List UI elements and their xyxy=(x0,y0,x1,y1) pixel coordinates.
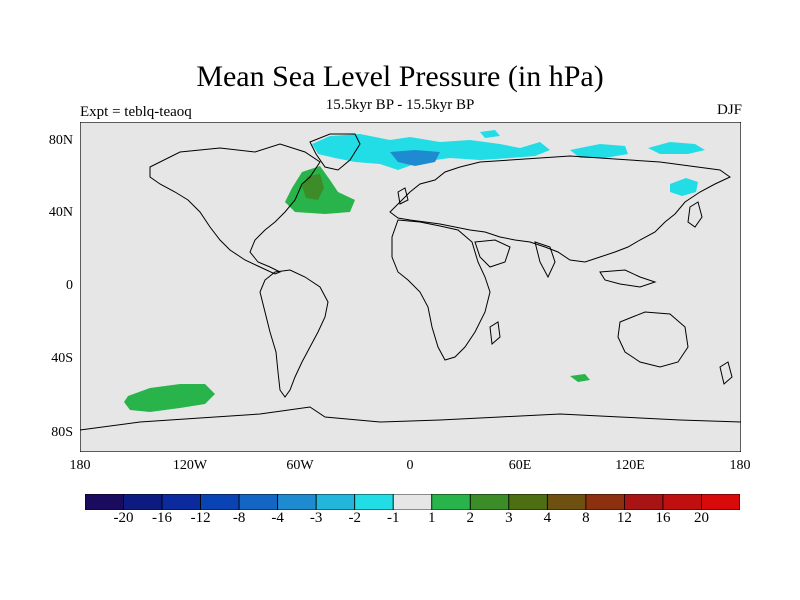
season-label: DJF xyxy=(716,102,742,118)
xtick-180w: 180 xyxy=(69,458,91,473)
xtick-0: 0 xyxy=(406,458,414,473)
anomaly-patches xyxy=(124,130,705,412)
anomaly-south-pacific xyxy=(124,384,215,412)
colorbar-label: 1 xyxy=(428,510,436,526)
colorbar-label: 8 xyxy=(582,510,590,526)
ytick-80s: 80S xyxy=(51,425,73,440)
anomaly-north-atlantic-strong xyxy=(302,174,324,200)
anomaly-barents xyxy=(390,150,440,166)
xtick-120w: 120W xyxy=(172,458,208,473)
colorbar-box xyxy=(85,494,124,510)
colorbar-box xyxy=(123,494,163,510)
ytick-80n: 80N xyxy=(48,133,73,148)
colorbar xyxy=(85,494,740,510)
colorbar-box xyxy=(701,494,740,510)
colorbar-label: 16 xyxy=(655,510,671,526)
colorbar-box xyxy=(469,494,510,510)
chart-title: Mean Sea Level Pressure (in hPa) xyxy=(196,60,604,93)
ytick-40n: 40N xyxy=(48,205,73,220)
colorbar-box xyxy=(277,494,317,510)
colorbar-label: -16 xyxy=(152,510,173,526)
colorbar-label: -1 xyxy=(386,510,400,526)
ytick-40s: 40S xyxy=(51,351,73,366)
colorbar-box xyxy=(624,494,664,510)
experiment-label: Expt = teblq-teaoq xyxy=(80,104,192,120)
colorbar-label: -3 xyxy=(309,510,323,526)
colorbar-box xyxy=(161,494,201,510)
colorbar-label: -4 xyxy=(271,510,284,526)
xtick-60w: 60W xyxy=(286,458,314,473)
colorbar-box xyxy=(354,494,394,510)
colorbar-label: -12 xyxy=(190,510,211,526)
anomaly-southern-indian xyxy=(570,374,590,382)
xtick-180e: 180 xyxy=(729,458,751,473)
xtick-120e: 120E xyxy=(615,458,645,473)
colorbar-label: 2 xyxy=(466,510,475,526)
anomaly-arctic-east xyxy=(570,144,628,158)
period-label: 15.5kyr BP - 15.5kyr BP xyxy=(325,97,475,113)
anomaly-kamchatka xyxy=(670,178,698,196)
world-map xyxy=(80,122,741,452)
colorbar-box xyxy=(508,494,548,510)
colorbar-box xyxy=(546,494,587,510)
ytick-0: 0 xyxy=(66,278,73,293)
colorbar-label: 4 xyxy=(543,510,552,526)
colorbar-box xyxy=(585,494,625,510)
colorbar-label: 3 xyxy=(505,510,513,526)
anomaly-arctic-far xyxy=(648,142,705,154)
colorbar-box xyxy=(431,494,471,510)
colorbar-label: -8 xyxy=(232,510,246,526)
colorbar-box xyxy=(662,494,702,510)
colorbar-box xyxy=(200,494,240,510)
anomaly-arctic-mid xyxy=(480,130,500,138)
colorbar-label: -2 xyxy=(348,510,361,526)
colorbar-label: -20 xyxy=(113,510,134,526)
xtick-60e: 60E xyxy=(508,458,532,473)
colorbar-box xyxy=(315,494,356,510)
colorbar-box xyxy=(238,494,279,510)
colorbar-box xyxy=(392,494,433,510)
coastlines xyxy=(80,133,741,431)
colorbar-label: 20 xyxy=(693,510,709,526)
colorbar-label: 12 xyxy=(616,510,632,526)
